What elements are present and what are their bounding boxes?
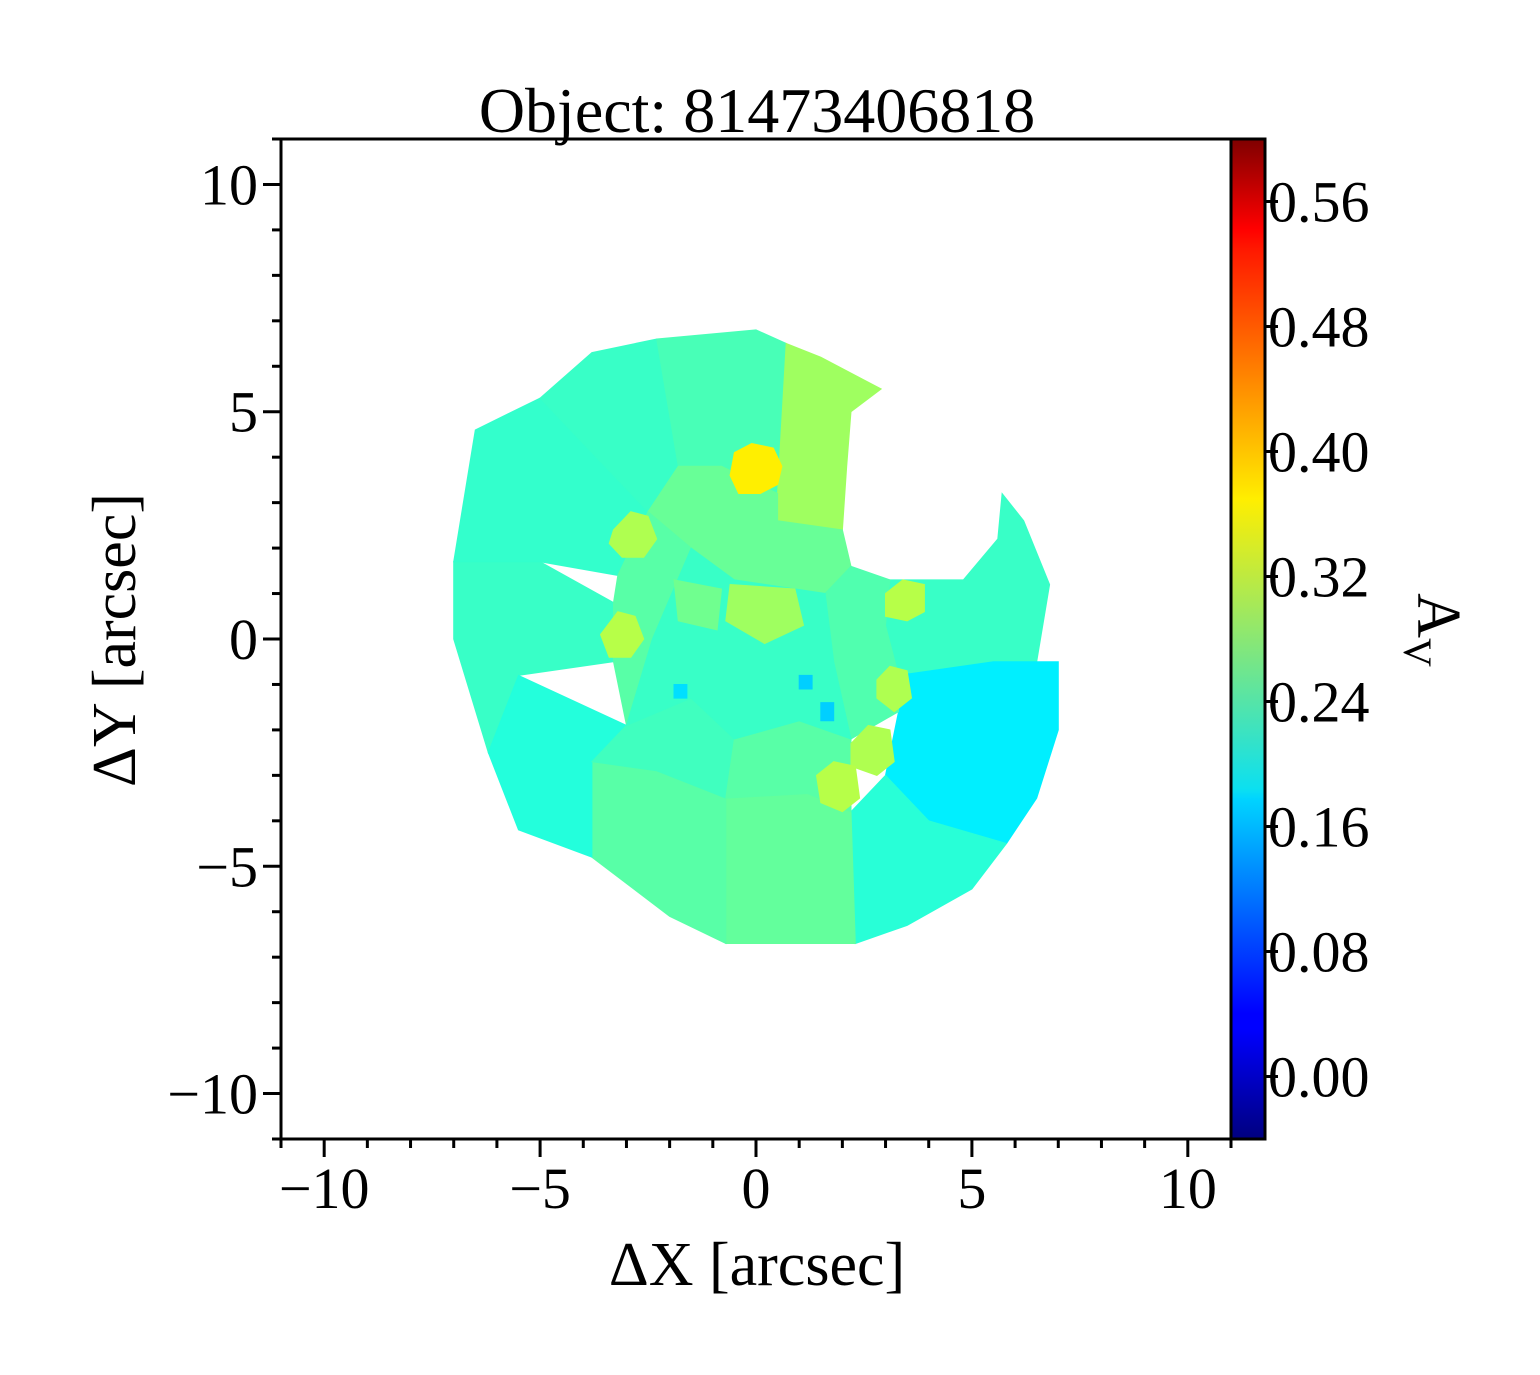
colorbar-ticks: 0.00 0.08 0.16 0.24 0.32 0.40 0.48 0.56 — [1265, 170, 1370, 1110]
colorbar-label-main: A — [1404, 593, 1472, 638]
region-north-arm-sector — [777, 342, 883, 531]
chart-title: Object: 81473406818 — [479, 75, 1035, 146]
x-tick-label: −10 — [279, 1156, 370, 1221]
region-blob-inner-east — [876, 665, 913, 713]
x-axis-label: ΔX [arcsec] — [609, 1231, 905, 1299]
y-tick-label: 10 — [200, 152, 258, 217]
colorbar-tick-label: 0.08 — [1268, 920, 1370, 985]
region-blob-inner-north-east — [885, 579, 925, 622]
colorbar-tick-label: 0.40 — [1268, 420, 1370, 485]
region-blob-south-east-lower — [815, 761, 861, 813]
x-tick-label: −5 — [509, 1156, 571, 1221]
x-tick-label: 0 — [742, 1156, 771, 1221]
region-blob-inner-north-west — [608, 511, 658, 558]
colorbar-label-subscript: V — [1395, 638, 1440, 667]
region-core-north-patch — [725, 583, 805, 645]
region-outer-south-sector — [725, 792, 856, 944]
colorbar-tick-label: 0.16 — [1268, 795, 1370, 860]
colorbar-gradient — [1229, 137, 1267, 1141]
x-tick-label: 5 — [957, 1156, 986, 1221]
region-spot-core-2 — [820, 702, 835, 722]
region-blob-north-yellow — [729, 442, 783, 494]
region-core-west-patch — [673, 579, 723, 631]
region-spot-core-1 — [798, 674, 813, 690]
colorbar: 0.00 0.08 0.16 0.24 0.32 0.40 0.48 0.56 AV — [1229, 137, 1472, 1141]
colorbar-tick-label: 0.32 — [1268, 545, 1370, 610]
y-axis-label: ΔY [arcsec] — [81, 493, 149, 787]
region-blob-inner-west — [599, 611, 645, 658]
y-tick-label: 0 — [229, 607, 258, 672]
x-axis: −10 −5 0 5 10 — [279, 1139, 1233, 1221]
y-axis: −10 −5 0 5 10 — [167, 137, 281, 1141]
colorbar-tick-label: 0.48 — [1268, 295, 1370, 360]
colorbar-tick-label: 0.00 — [1268, 1045, 1370, 1110]
x-tick-label: 10 — [1159, 1156, 1217, 1221]
colorbar-tick-label: 0.24 — [1268, 670, 1370, 735]
y-tick-label: −10 — [167, 1062, 258, 1127]
heatmap-plot-area — [279, 137, 1233, 1141]
y-tick-label: 5 — [229, 380, 258, 445]
heatmap-regions — [453, 329, 1059, 945]
colorbar-label: AV — [1395, 593, 1472, 667]
y-tick-label: −5 — [196, 834, 258, 899]
colorbar-tick-label: 0.56 — [1268, 170, 1370, 235]
region-spot-core-3 — [673, 684, 688, 699]
region-outer-west-sector — [453, 561, 614, 755]
